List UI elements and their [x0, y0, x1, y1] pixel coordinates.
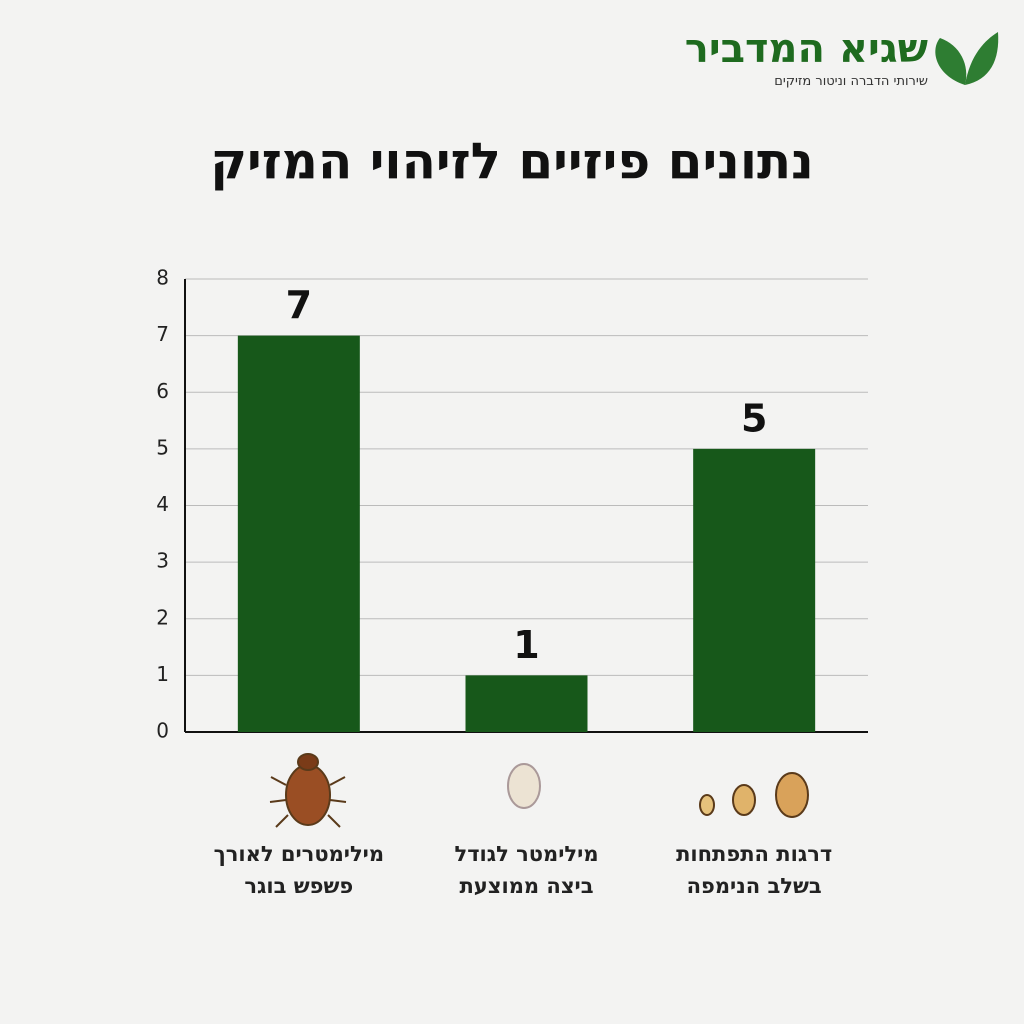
y-tick-label: 1: [156, 662, 169, 686]
y-tick-label: 8: [156, 266, 169, 290]
logo-name: שגיא המדביר: [684, 26, 928, 72]
y-tick-label: 2: [156, 605, 169, 629]
y-tick-label: 7: [156, 322, 169, 346]
bar: [237, 335, 360, 732]
x-tick-label: מילימטרים לאורך פשפש בוגר: [213, 842, 385, 898]
x-tick-label: מילימטר לגודל ביצה ממוצעת: [454, 842, 599, 898]
value-label: 7: [286, 283, 312, 327]
bar: [465, 675, 588, 732]
y-tick-label: 5: [156, 435, 169, 459]
y-tick-label: 0: [156, 719, 169, 743]
value-label: 5: [741, 396, 767, 440]
icons: [269, 753, 809, 828]
value-label: 1: [513, 623, 539, 667]
y-tick-label: 6: [156, 379, 169, 403]
chart-title: נתונים פיזיים לזיהוי המזיק: [210, 133, 814, 191]
bar: [693, 448, 816, 732]
logo-icon: [935, 32, 999, 85]
logo-tagline: שירותי הדברה וניטור מזיקים: [774, 74, 928, 89]
x-tick-label: דרגות התפתחות בשלב הנימפה: [676, 842, 833, 898]
y-tick-label: 3: [156, 549, 169, 573]
y-tick-label: 4: [156, 492, 169, 516]
